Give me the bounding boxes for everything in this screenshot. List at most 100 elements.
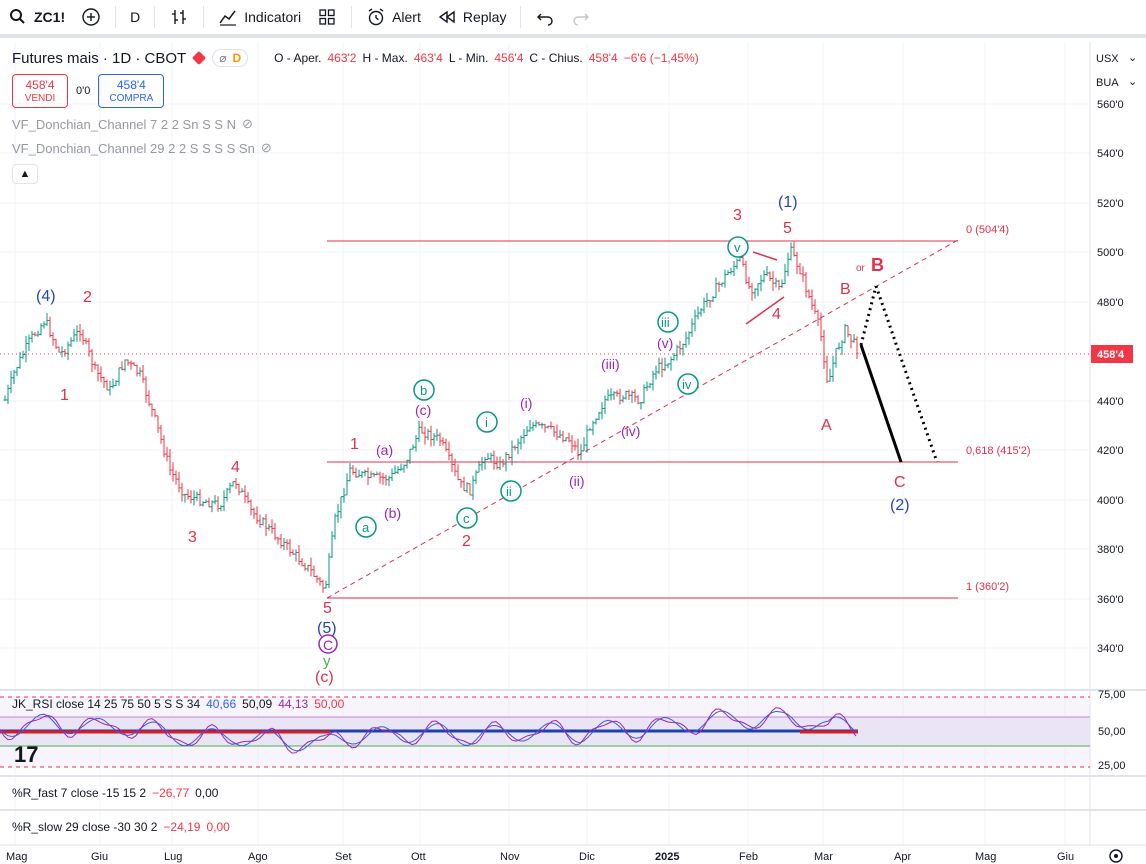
- indicators-button[interactable]: Indicatori: [210, 0, 309, 34]
- wave-label: (i): [520, 395, 532, 411]
- wave-label: (b): [384, 505, 401, 521]
- eye-off-icon[interactable]: ⊘: [242, 116, 253, 131]
- time-axis[interactable]: Mag Giu Lug Ago Set Ott Nov Dic 2025 Feb…: [6, 849, 1123, 863]
- ohlc-values: O - Aper. 463'2 H - Max. 463'4 L - Min. 456…: [274, 51, 699, 65]
- indicator-row[interactable]: VF_Donchian_Channel 29 2 2 S S S S Sn ⊘: [12, 136, 699, 160]
- last-price-label: 458'4: [1097, 349, 1125, 361]
- symbol-description[interactable]: Futures mais · 1D · CBOT: [12, 49, 187, 67]
- eye-off-icon[interactable]: ⊘: [260, 140, 272, 155]
- wave-label: (2): [890, 497, 910, 514]
- price-tick: 500'0: [1097, 247, 1124, 259]
- price-grid: [0, 42, 1090, 846]
- currency-label[interactable]: USX: [1096, 53, 1119, 65]
- chart-type-button[interactable]: [161, 0, 197, 34]
- price-tick: 420'0: [1097, 445, 1124, 457]
- rslow-label: %R_slow 29 close -30 30 2: [12, 820, 158, 834]
- rsi-value: 50,09: [242, 697, 273, 711]
- price-scale[interactable]: USX BUA ⌄ ⌄ 560'0 540'0 520'0 500'0 480'…: [1089, 42, 1146, 846]
- trade-row: 458'4 VENDI 0'0 458'4 COMPRA: [12, 74, 699, 108]
- toolbar-divider: [520, 6, 522, 28]
- wave-label: (4): [36, 288, 56, 305]
- time-tick: Set: [335, 851, 352, 863]
- indicator-row[interactable]: VF_Donchian_Channel 7 2 2 Sn S S N ⊘: [12, 112, 699, 136]
- time-tick: Lug: [164, 851, 182, 863]
- time-tick: Feb: [739, 851, 758, 863]
- alert-button[interactable]: Alert: [358, 0, 429, 34]
- wave-label: (ii): [569, 473, 585, 489]
- wave-label: y: [323, 653, 331, 670]
- settings-gear-icon[interactable]: [1109, 849, 1123, 863]
- undo-button[interactable]: [527, 0, 563, 34]
- market-status-icon: [192, 50, 207, 66]
- rfast-legend[interactable]: %R_fast 7 close -15 15 2 −26,77 0,00: [12, 786, 218, 800]
- low-label: L - Min.: [448, 51, 489, 65]
- sell-button[interactable]: 458'4 VENDI: [12, 74, 68, 108]
- wave-label: C: [894, 474, 906, 491]
- wave-label: (iii): [601, 356, 620, 372]
- chart-area[interactable]: 0 (504'4) 0,618 (415'2) 1 (360'2) 2 1 4 …: [0, 42, 1146, 864]
- symbol-search[interactable]: ZC1!: [0, 0, 73, 34]
- price-tick: 380'0: [1097, 544, 1124, 556]
- interval-button[interactable]: D: [122, 0, 148, 34]
- data-status-pill[interactable]: ⌀ D: [212, 49, 249, 67]
- layouts-button[interactable]: [309, 0, 345, 34]
- toolbar-divider: [115, 6, 117, 28]
- wave-label: 3: [188, 529, 197, 546]
- wave-label: 5: [783, 220, 792, 237]
- rslow-value: 0,00: [206, 820, 230, 834]
- rsi-value: 44,13: [278, 697, 309, 711]
- rsi-tick: 75,00: [1098, 689, 1126, 701]
- compare-button[interactable]: [73, 0, 109, 34]
- buy-button[interactable]: 458'4 COMPRA: [98, 74, 165, 108]
- rsi-value: 50,00: [314, 697, 345, 711]
- rsi-tick: 25,00: [1098, 760, 1126, 772]
- legend-title-row: Futures mais · 1D · CBOT ⌀ D O - Aper. 463…: [12, 48, 699, 68]
- time-tick: Mag: [6, 851, 27, 863]
- price-tick: 540'0: [1097, 148, 1124, 160]
- wave-label: 2: [462, 533, 471, 550]
- replay-button[interactable]: Replay: [429, 0, 515, 34]
- wave-label: 1: [60, 387, 69, 404]
- svg-text:iv: iv: [682, 377, 692, 392]
- wave-label: 5: [323, 600, 332, 617]
- wave-circle-label: iii: [657, 311, 679, 333]
- low-value: 456'4: [494, 51, 524, 65]
- toolbar-divider: [154, 6, 156, 28]
- rsi-pane[interactable]: 75,00 50,00 25,00 17: [0, 689, 1146, 772]
- projection-solid: [859, 344, 903, 463]
- projection-dotted-up: [859, 285, 878, 346]
- wave-label: (iv): [621, 423, 640, 439]
- alarm-clock-icon: [366, 7, 386, 27]
- high-label: H - Max.: [362, 51, 408, 65]
- wave-circle-label: v: [727, 236, 749, 258]
- price-tick: 400'0: [1097, 495, 1124, 507]
- rslow-legend[interactable]: %R_slow 29 close -30 30 2 −24,19 0,00: [12, 820, 230, 834]
- wave-label: (1): [778, 194, 798, 211]
- svg-text:b: b: [420, 383, 427, 398]
- top-toolbar: ZC1! D Indicatori Alert Replay: [0, 0, 1146, 38]
- last-price-badge: [1091, 345, 1133, 363]
- tradingview-logo: 17: [14, 742, 38, 767]
- wave-label: (c): [415, 402, 431, 418]
- high-value: 463'4: [413, 51, 443, 65]
- fib-levels: [327, 240, 958, 599]
- svg-text:v: v: [734, 240, 741, 255]
- rsi-legend[interactable]: JK_RSI close 14 25 75 50 5 S S 34 40,66 …: [12, 697, 344, 711]
- time-tick: Nov: [500, 851, 520, 863]
- svg-text:c: c: [463, 511, 470, 526]
- price-bars: [3, 241, 859, 593]
- chevron-down-icon[interactable]: ⌄: [1128, 52, 1137, 64]
- redo-icon: [571, 7, 591, 27]
- wave-labels-teal: a b c i ii iii iv v: [355, 236, 749, 538]
- svg-text:iii: iii: [661, 315, 670, 330]
- collapse-legend-button[interactable]: ▲: [12, 164, 38, 184]
- rsi-label: JK_RSI close 14 25 75 50 5 S S 34: [12, 697, 201, 711]
- chevron-down-icon[interactable]: ⌄: [1128, 76, 1137, 88]
- redo-button[interactable]: [563, 0, 599, 34]
- chart-canvas[interactable]: 0 (504'4) 0,618 (415'2) 1 (360'2) 2 1 4 …: [0, 42, 1146, 864]
- unit-label[interactable]: BUA: [1096, 77, 1119, 89]
- wave-circle-label: b: [413, 379, 435, 401]
- undo-icon: [535, 7, 555, 27]
- wave-label: 4: [231, 459, 240, 476]
- wave4-channel-lower: [745, 296, 785, 325]
